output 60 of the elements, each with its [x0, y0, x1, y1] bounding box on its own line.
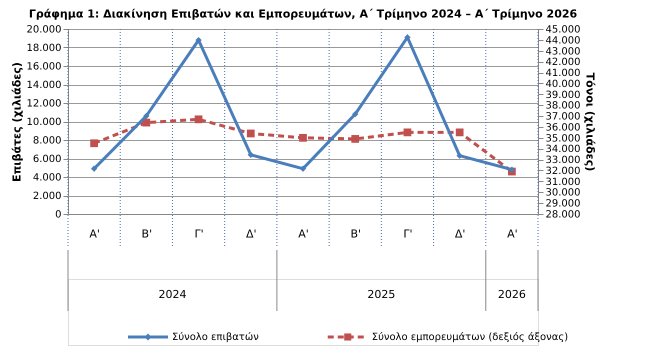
point — [248, 152, 254, 158]
x-tick-label: Α' — [89, 228, 100, 240]
point — [404, 128, 412, 136]
y2-tick-label: 45.000 — [546, 24, 580, 36]
y-tick-label: 6.000 — [32, 154, 62, 165]
point — [143, 112, 150, 120]
y-tick-label: 16.000 — [26, 62, 62, 72]
x-tick-label: Γ' — [194, 228, 204, 240]
chart-title: Γράφημα 1: Διακίνηση Επιβατών και Εμπορευμάτων, Α΄ Τρίμηνο 2024 – Α΄ Τρίμηνο 2026 — [28, 8, 578, 20]
x-tick-label: Β' — [350, 228, 362, 240]
y2-tick-label: 33.000 — [546, 155, 580, 166]
point — [456, 128, 464, 136]
point — [90, 139, 98, 148]
y-tick-label: 20.000 — [26, 24, 62, 36]
y-tick-label: 18.000 — [26, 43, 62, 54]
x-tick-label: Α' — [298, 228, 309, 240]
y-tick-label: 10.000 — [26, 117, 62, 128]
y-tick-label: 8.000 — [32, 136, 62, 146]
y2-tick-label: 34.000 — [546, 144, 580, 156]
point — [142, 118, 150, 126]
x-tick-label: Δ' — [246, 228, 257, 240]
point — [352, 110, 358, 118]
y2-axis-title: Τόνοι (χιλιάδες) — [583, 72, 596, 172]
legend-label: Σύνολο εμπορευμάτων (δεξιός άξονας) — [372, 332, 568, 343]
text: 2024 — [158, 288, 186, 301]
text: 2026 — [498, 288, 526, 301]
y2-tick-label: 43.000 — [546, 46, 580, 58]
x-tick-label: Γ' — [403, 228, 413, 240]
y2-tick-label: 41.000 — [546, 68, 580, 80]
x-tick-label: Β' — [142, 228, 152, 240]
y2-tick-label: 40.000 — [546, 78, 580, 90]
y2-tick-label: 37.000 — [546, 112, 580, 123]
y-tick-label: 12.000 — [26, 98, 62, 110]
y2-tick-label: 44.000 — [546, 35, 580, 46]
point — [351, 135, 360, 143]
y-tick-label: 2.000 — [32, 191, 62, 202]
point — [90, 166, 98, 172]
y-axis-title: Επιβάτες (χιλιάδες) — [10, 62, 24, 182]
y-tick-label: 14.000 — [26, 80, 62, 91]
y2-tick-label: 32.000 — [546, 166, 580, 177]
y2-tick-label: 29.000 — [546, 198, 580, 210]
y-tick-label: 4.000 — [32, 172, 62, 184]
y2-tick-label: 39.000 — [546, 90, 580, 101]
x-tick-label: Α' — [507, 228, 518, 240]
point — [300, 166, 306, 172]
y2-tick-label: 30.000 — [546, 188, 580, 199]
x-tick-label: Δ' — [454, 228, 466, 240]
y2-tick-label: 36.000 — [546, 122, 580, 134]
point — [508, 166, 516, 173]
text: 2025 — [367, 288, 396, 301]
y-tick-label: 0 — [55, 210, 62, 220]
point — [194, 115, 202, 124]
y2-tick-label: 42.000 — [546, 57, 580, 68]
point — [246, 130, 255, 138]
legend-label: Σύνολο επιβατών — [172, 332, 260, 343]
y2-tick-label: 31.000 — [546, 176, 580, 188]
point — [299, 134, 307, 142]
y2-tick-label: 38.000 — [546, 100, 580, 112]
y2-tick-label: 35.000 — [546, 133, 580, 144]
y2-tick-label: 28.000 — [546, 210, 580, 220]
